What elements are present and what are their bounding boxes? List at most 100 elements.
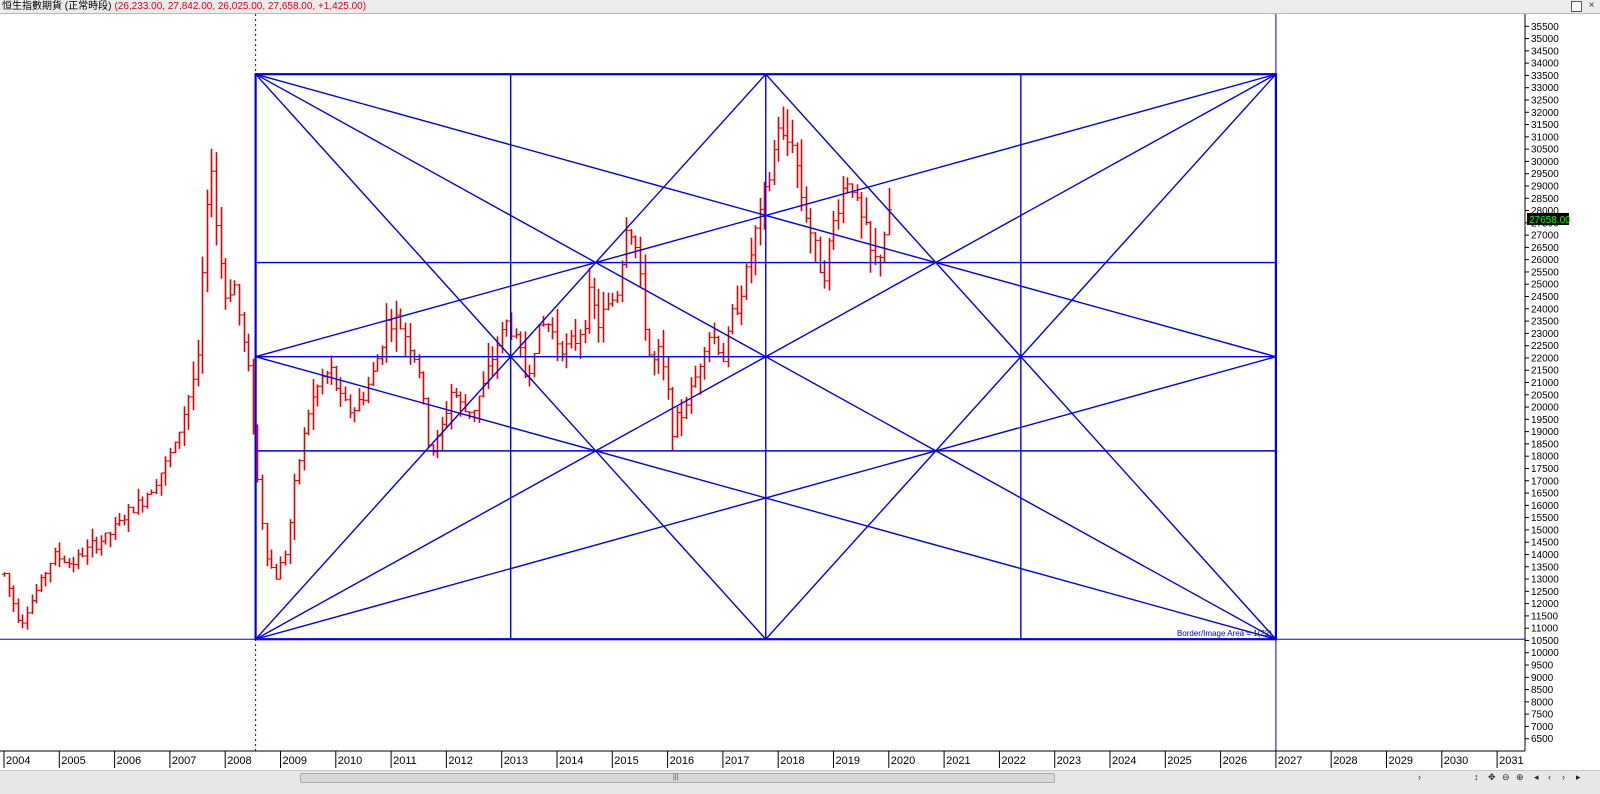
y-tick-label: 19500 <box>1531 415 1559 426</box>
x-tick-label: 2017 <box>725 755 749 767</box>
y-tick-label: 29000 <box>1531 181 1559 192</box>
x-tick-label: 2005 <box>61 755 85 767</box>
x-tick-label: 2022 <box>1001 755 1025 767</box>
y-tick-label: 30500 <box>1531 145 1559 156</box>
nav-last-icon[interactable]: ▸ <box>1576 772 1581 782</box>
x-tick-label: 2011 <box>393 755 417 767</box>
y-tick-label: 7500 <box>1531 710 1554 721</box>
y-tick-label: 34000 <box>1531 59 1559 70</box>
y-tick-label: 32500 <box>1531 95 1559 106</box>
x-tick-label: 2024 <box>1112 755 1136 767</box>
ohlc-bars <box>2 106 892 630</box>
y-tick-label: 6500 <box>1531 734 1554 745</box>
y-tick-label: 22000 <box>1531 353 1559 364</box>
x-tick-label: 2031 <box>1499 755 1523 767</box>
x-tick-label: 2027 <box>1278 755 1302 767</box>
y-tick-label: 10500 <box>1531 636 1559 647</box>
y-tick-label: 23500 <box>1531 317 1559 328</box>
chart-axes <box>0 14 1526 752</box>
y-tick-label: 28000 <box>1531 206 1559 217</box>
scroll-grip-icon[interactable]: ||| <box>673 774 679 781</box>
x-tick-label: 2019 <box>836 755 860 767</box>
y-tick-label: 13500 <box>1531 562 1559 573</box>
y-tick-label: 31500 <box>1531 120 1559 131</box>
y-tick-label: 17500 <box>1531 464 1559 475</box>
close-icon[interactable]: × <box>1588 0 1595 11</box>
bottom-toolbar: ||| › ↕ ✥ ⊖ ⊕ ◂ ‹ › ▸ <box>0 770 1600 794</box>
x-tick-label: 2014 <box>559 755 583 767</box>
move-icon[interactable]: ✥ <box>1488 772 1496 782</box>
nav-next-icon[interactable]: › <box>1562 772 1565 782</box>
y-tick-label: 27000 <box>1531 231 1559 242</box>
y-tick-label: 11500 <box>1531 611 1559 622</box>
gann-diagonal <box>255 73 1277 640</box>
nav-prev-icon[interactable]: ‹ <box>1548 772 1551 782</box>
maximize-button[interactable] <box>1571 1 1582 12</box>
x-tick-label: 2026 <box>1223 755 1247 767</box>
y-tick-label: 35000 <box>1531 34 1559 45</box>
y-tick-label: 25000 <box>1531 280 1559 291</box>
zoom-in-icon[interactable]: ⊕ <box>1516 772 1524 782</box>
y-tick-label: 29500 <box>1531 169 1559 180</box>
y-tick-label: 21000 <box>1531 378 1559 389</box>
y-tick-label: 21500 <box>1531 366 1559 377</box>
y-tick-label: 31000 <box>1531 132 1559 143</box>
y-tick-label: 22500 <box>1531 341 1559 352</box>
last-price-tag-group: 27658.00 <box>1527 212 1571 226</box>
nav-first-icon[interactable]: ◂ <box>1534 772 1539 782</box>
x-tick-label: 2013 <box>504 755 528 767</box>
y-tick-label: 15000 <box>1531 525 1559 536</box>
last-price-tag <box>1527 212 1569 225</box>
gann-annotation: Border/Image Area = 1(22) <box>1177 629 1272 638</box>
resize-vertical-icon[interactable]: ↕ <box>1474 772 1479 782</box>
y-tick-label: 14000 <box>1531 550 1559 561</box>
x-tick-label: 2020 <box>891 755 915 767</box>
gann-fan-line <box>255 356 1277 640</box>
y-tick-label: 28500 <box>1531 194 1559 205</box>
y-tick-label: 25500 <box>1531 267 1559 278</box>
y-tick-label: 16500 <box>1531 489 1559 500</box>
x-tick-label: 2009 <box>283 755 307 767</box>
x-tick-label: 2021 <box>946 755 970 767</box>
y-tick-label: 11000 <box>1531 624 1559 635</box>
x-tick-label: 2016 <box>670 755 694 767</box>
x-tick-label: 2004 <box>6 755 30 767</box>
y-tick-label: 12500 <box>1531 587 1559 598</box>
gann-fan-line <box>255 73 1277 358</box>
y-tick-label: 32000 <box>1531 108 1559 119</box>
gann-box[interactable]: Border/Image Area = 1(22) <box>0 14 1525 751</box>
y-tick-label: 7000 <box>1531 722 1554 733</box>
y-tick-label: 18500 <box>1531 439 1559 450</box>
y-tick-label: 8500 <box>1531 685 1554 696</box>
y-tick-label: 19000 <box>1531 427 1559 438</box>
x-tick-label: 2006 <box>117 755 141 767</box>
gann-fan-line <box>255 73 767 640</box>
y-tick-label: 10000 <box>1531 648 1559 659</box>
x-tick-label: 2030 <box>1444 755 1468 767</box>
y-tick-label: 9000 <box>1531 673 1554 684</box>
y-tick-label: 20000 <box>1531 403 1559 414</box>
x-tick-label: 2025 <box>1167 755 1191 767</box>
y-tick-label: 33500 <box>1531 71 1559 82</box>
y-tick-label: 16000 <box>1531 501 1559 512</box>
y-tick-label: 24500 <box>1531 292 1559 303</box>
y-tick-label: 9500 <box>1531 661 1554 672</box>
y-tick-label: 17000 <box>1531 476 1559 487</box>
y-tick-label: 12000 <box>1531 599 1559 610</box>
scroll-right-icon[interactable]: › <box>1418 772 1421 782</box>
x-tick-label: 2028 <box>1333 755 1357 767</box>
y-tick-label: 30000 <box>1531 157 1559 168</box>
window-titlebar: 恒生指數期貨 (正常時段) (26,233.00, 27,842.00, 26,0… <box>0 0 1600 14</box>
y-tick-label: 24000 <box>1531 304 1559 315</box>
y-tick-label: 26000 <box>1531 255 1559 266</box>
axis-ticks: 6500700075008000850090009500100001050011… <box>3 22 1559 768</box>
y-tick-label: 23000 <box>1531 329 1559 340</box>
horizontal-scrollbar[interactable]: ||| <box>300 773 1055 783</box>
x-tick-label: 2015 <box>614 755 638 767</box>
x-tick-label: 2023 <box>1057 755 1081 767</box>
x-tick-label: 2018 <box>780 755 804 767</box>
window-title: 恒生指數期貨 (正常時段) <box>2 1 112 12</box>
ohlc-readout: (26,233.00, 27,842.00, 26,025.00, 27,658… <box>114 1 367 12</box>
zoom-out-icon[interactable]: ⊖ <box>1502 772 1510 782</box>
